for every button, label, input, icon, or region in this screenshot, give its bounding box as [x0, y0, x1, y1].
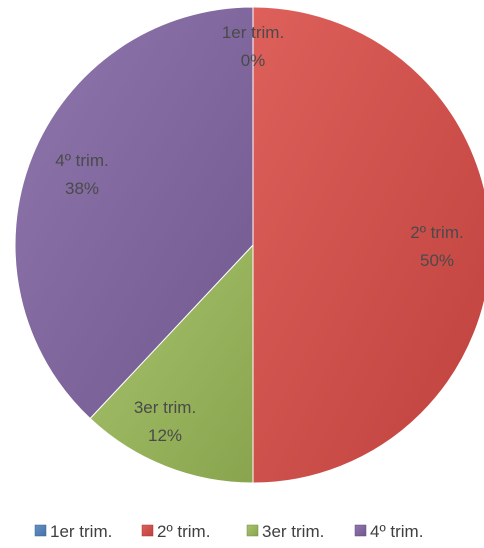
legend-label-3er-trim-2: 3er trim.: [262, 522, 324, 541]
legend-label-2-trim-1: 2º trim.: [157, 522, 210, 541]
pie-slice-2-trim-1: [253, 7, 484, 483]
legend-label-1er-trim-0: 1er trim.: [50, 522, 112, 541]
legend-swatch-4-trim-3: [355, 525, 366, 536]
legend-swatch-3er-trim-2: [247, 525, 258, 536]
legend-label-4-trim-3: 4º trim.: [370, 522, 423, 541]
chart-legend: 1er trim. 2º trim. 3er trim. 4º trim.: [35, 522, 423, 541]
legend-swatch-2-trim-1: [142, 525, 153, 536]
legend-swatch-1er-trim-0: [35, 525, 46, 536]
pie-slices: [15, 7, 484, 483]
